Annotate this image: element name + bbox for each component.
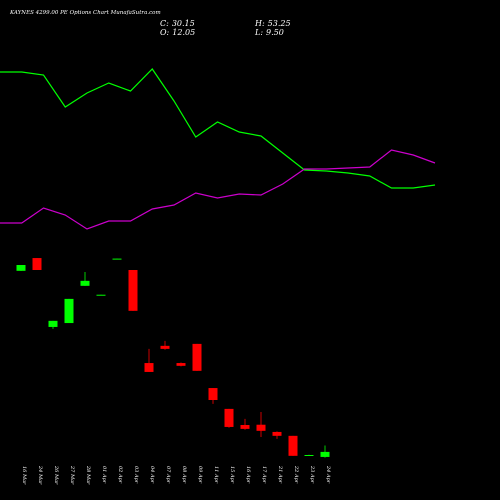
ohlc-key: H: — [254, 19, 265, 28]
x-tick-label: 27 Mar — [69, 465, 75, 485]
x-tick-label: 16 Apr — [245, 466, 251, 484]
ohlc-value: 53.25 — [268, 19, 291, 28]
x-tick-label: 02 Apr — [117, 466, 123, 484]
x-tick-label: 28 Mar — [85, 465, 91, 485]
candle-body — [32, 258, 42, 270]
candle-body — [256, 424, 266, 431]
x-tick-label: 09 Apr — [197, 466, 203, 484]
x-tick-label: 07 Apr — [165, 466, 171, 484]
x-tick-label: 15 Apr — [229, 466, 235, 484]
candle-body — [288, 435, 298, 456]
ohlc-label: C: 30.15 — [160, 19, 195, 28]
ohlc-value: 9.50 — [266, 28, 284, 37]
candle-body — [48, 320, 58, 327]
ohlc-label: O: 12.05 — [160, 28, 195, 37]
candle-body — [192, 343, 202, 371]
ohlc-key: O: — [160, 28, 170, 37]
chart-title: KAYNES 4299.00 PE Options Chart MunafaSu… — [9, 10, 161, 16]
ohlc-key: L: — [254, 28, 263, 37]
candle-body — [208, 388, 218, 400]
candle-body — [144, 363, 154, 372]
x-tick-label: 04 Apr — [149, 466, 155, 484]
x-tick-label: 26 Mar — [53, 465, 59, 485]
x-tick-label: 21 Apr — [277, 465, 283, 484]
line-series — [0, 68, 436, 189]
ohlc-label: L: 9.50 — [254, 28, 284, 37]
x-tick-label: 23 Apr — [309, 465, 315, 484]
x-tick-label: 24 Mar — [37, 465, 43, 485]
x-tick-label: 08 Apr — [181, 466, 187, 484]
candle-body — [64, 298, 74, 324]
candle-body — [80, 280, 90, 286]
candle-body — [176, 363, 186, 366]
x-tick-label: 03 Apr — [133, 466, 139, 484]
candle-body — [272, 431, 282, 436]
x-tick-label: 22 Apr — [293, 465, 299, 484]
ohlc-label: H: 53.25 — [254, 19, 291, 28]
candle-body — [304, 455, 314, 456]
x-tick-label: 17 Apr — [261, 466, 267, 484]
candle-body — [112, 258, 122, 260]
candle-body — [128, 270, 138, 311]
ohlc-key: C: — [160, 19, 169, 28]
candle-body — [160, 345, 170, 349]
ohlc-value: 12.05 — [172, 28, 195, 37]
line-series — [0, 149, 436, 230]
x-tick-label: 16 Mar — [21, 466, 27, 485]
candle-body — [320, 451, 330, 457]
candle-body — [240, 425, 250, 429]
x-tick-label: 11 Apr — [213, 466, 219, 484]
candle-body — [96, 294, 106, 296]
x-tick-label: 01 Apr — [101, 466, 107, 484]
x-tick-label: 24 Apr — [325, 465, 331, 484]
candle-body — [16, 265, 26, 271]
ohlc-value: 30.15 — [172, 19, 195, 28]
candle-body — [224, 408, 234, 427]
